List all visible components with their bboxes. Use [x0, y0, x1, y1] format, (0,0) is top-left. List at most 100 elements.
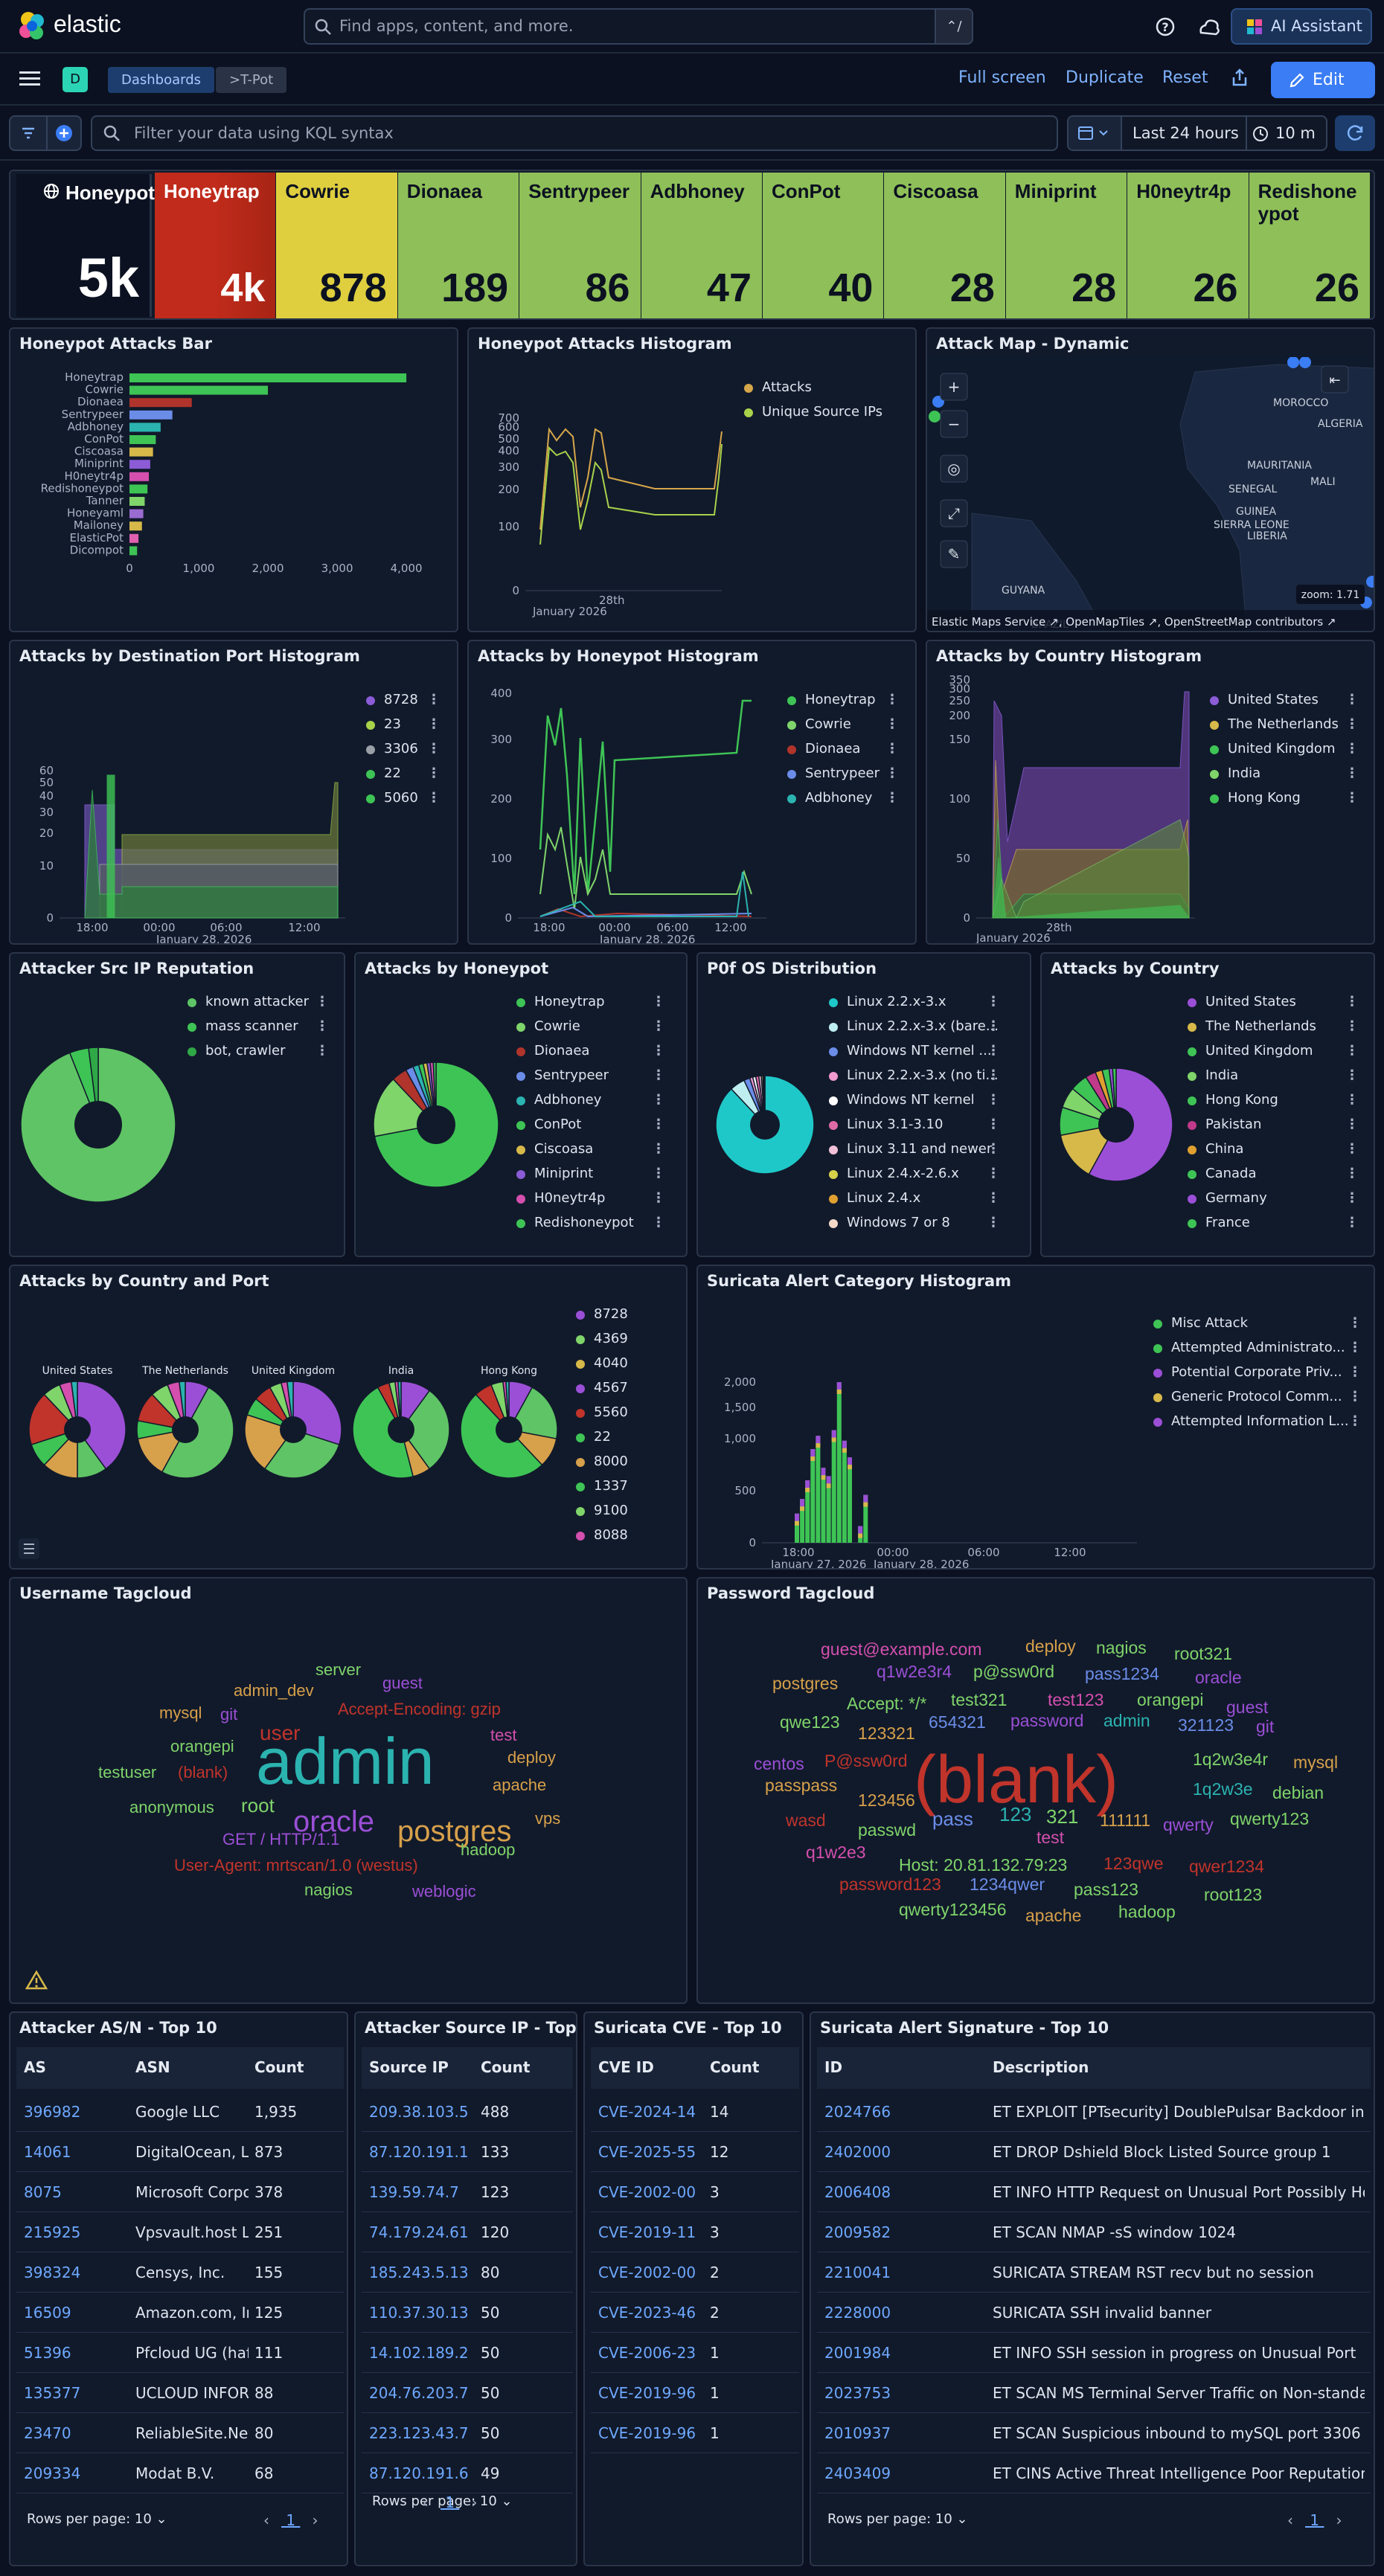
row-id-link[interactable]: 215925: [24, 2223, 81, 2241]
legend-menu-icon[interactable]: ⋮: [652, 1190, 665, 1206]
metric-tile[interactable]: Honeytrap 4k: [155, 173, 276, 318]
metric-tile[interactable]: ConPot 40: [763, 173, 884, 318]
date-quick-menu[interactable]: [1069, 117, 1122, 150]
page-number[interactable]: 1: [440, 2493, 460, 2511]
legend-menu-icon[interactable]: ⋮: [315, 1043, 329, 1059]
legend-menu-icon[interactable]: ⋮: [1348, 1315, 1362, 1331]
legend-menu-icon[interactable]: ⋮: [652, 994, 665, 1009]
row-id-link[interactable]: 2228000: [824, 2304, 891, 2322]
row-id-link[interactable]: 51396: [24, 2344, 71, 2362]
breadcrumb-dashboards[interactable]: Dashboards: [108, 67, 215, 93]
legend-menu-icon[interactable]: ⋮: [652, 1141, 665, 1157]
ai-assistant-button[interactable]: AI Assistant: [1231, 8, 1372, 45]
next-page-icon[interactable]: ›: [471, 2493, 478, 2511]
legend-menu-icon[interactable]: ⋮: [987, 1117, 1000, 1132]
legend-menu-icon[interactable]: ⋮: [652, 1043, 665, 1059]
row-id-link[interactable]: 223.123.43.7: [369, 2424, 469, 2442]
legend-menu-icon[interactable]: ⋮: [1345, 716, 1359, 732]
legend-menu-icon[interactable]: ⋮: [987, 1092, 1000, 1108]
edit-button[interactable]: Edit: [1271, 62, 1375, 98]
metric-tile[interactable]: Cowrie 878: [276, 173, 397, 318]
row-id-link[interactable]: CVE-2006-23: [598, 2344, 696, 2362]
legend-menu-icon[interactable]: ⋮: [1345, 1166, 1359, 1181]
fullscreen-icon[interactable]: ⤢: [940, 499, 968, 527]
reset-button[interactable]: Reset: [1162, 68, 1208, 87]
rows-per-page[interactable]: Rows per page: 10 ⌄: [372, 2493, 513, 2509]
row-id-link[interactable]: 2009582: [824, 2223, 891, 2241]
legend-menu-icon[interactable]: ⋮: [1345, 741, 1359, 757]
p0f-donut[interactable]: [698, 983, 832, 1257]
legend-menu-icon[interactable]: ⋮: [315, 1018, 329, 1034]
legend-menu-icon[interactable]: ⋮: [427, 790, 440, 806]
row-id-link[interactable]: 87.120.191.1: [369, 2143, 469, 2161]
kql-search-input[interactable]: Filter your data using KQL syntax: [91, 115, 1058, 151]
row-id-link[interactable]: 139.59.74.7: [369, 2183, 459, 2201]
row-id-link[interactable]: CVE-2024-14: [598, 2103, 696, 2121]
row-id-link[interactable]: 209334: [24, 2464, 81, 2482]
row-id-link[interactable]: CVE-2002-00: [598, 2183, 696, 2201]
row-id-link[interactable]: 23470: [24, 2424, 71, 2442]
legend-menu-icon[interactable]: ⋮: [427, 741, 440, 757]
legend-menu-icon[interactable]: ⋮: [652, 1166, 665, 1181]
legend-menu-icon[interactable]: ⋮: [1345, 1067, 1359, 1083]
draw-icon[interactable]: ✎: [940, 540, 968, 568]
metric-tile[interactable]: Ciscoasa 28: [884, 173, 1005, 318]
metric-tile[interactable]: Miniprint 28: [1005, 173, 1127, 318]
row-id-link[interactable]: 14.102.189.2: [369, 2344, 469, 2362]
metric-tile[interactable]: H0neytr4p 26: [1127, 173, 1249, 318]
legend-menu-icon[interactable]: ⋮: [1345, 1190, 1359, 1206]
row-id-link[interactable]: 2403409: [824, 2464, 891, 2482]
warning-icon[interactable]: [25, 1970, 48, 1991]
next-page-icon[interactable]: ›: [1336, 2511, 1342, 2529]
legend-menu-icon[interactable]: ⋮: [885, 692, 899, 707]
legend-menu-icon[interactable]: ⋮: [427, 765, 440, 781]
time-range[interactable]: Last 24 hours: [1132, 124, 1239, 142]
full-screen-button[interactable]: Full screen: [958, 68, 1046, 87]
row-id-link[interactable]: 185.243.5.13: [369, 2264, 469, 2281]
legend-menu-icon[interactable]: ⋮: [987, 1166, 1000, 1181]
honeypot-donut[interactable]: [356, 983, 519, 1257]
legend-menu-icon[interactable]: ⋮: [1345, 765, 1359, 781]
refresh-interval[interactable]: 10 m: [1275, 124, 1316, 142]
legend-menu-icon[interactable]: ⋮: [427, 692, 440, 707]
row-id-link[interactable]: 2006408: [824, 2183, 891, 2201]
row-id-link[interactable]: 16509: [24, 2304, 71, 2322]
row-id-link[interactable]: 2402000: [824, 2143, 891, 2161]
legend-menu-icon[interactable]: ⋮: [987, 1190, 1000, 1206]
row-id-link[interactable]: 2023753: [824, 2384, 891, 2402]
legend-menu-icon[interactable]: ⋮: [652, 1067, 665, 1083]
password-tagcloud[interactable]: (blank) guest@example.com deploy nagios root…: [698, 1578, 1374, 2002]
legend-menu-icon[interactable]: ⋮: [1348, 1413, 1362, 1429]
rows-per-page[interactable]: Rows per page: 10 ⌄: [827, 2511, 968, 2527]
attack-map[interactable]: MOROCCO ALGERIA MAURITANIA MALI SENEGAL GUINE…: [927, 357, 1375, 632]
help-icon[interactable]: ?: [1155, 16, 1176, 37]
legend-menu-icon[interactable]: ⋮: [1345, 692, 1359, 707]
legend-menu-icon[interactable]: ⋮: [987, 1018, 1000, 1034]
legend-menu-icon[interactable]: ⋮: [1345, 1043, 1359, 1059]
legend-menu-icon[interactable]: ⋮: [652, 1117, 665, 1132]
locate-icon[interactable]: ◎: [940, 455, 968, 483]
prev-page-icon[interactable]: ‹: [423, 2493, 429, 2511]
row-id-link[interactable]: 204.76.203.7: [369, 2384, 469, 2402]
legend-menu-icon[interactable]: ⋮: [652, 1215, 665, 1230]
row-id-link[interactable]: 110.37.30.13: [369, 2304, 469, 2322]
legend-menu-icon[interactable]: ⋮: [652, 1092, 665, 1108]
legend-menu-icon[interactable]: ⋮: [1345, 1141, 1359, 1157]
row-id-link[interactable]: CVE-2023-46: [598, 2304, 696, 2322]
legend-menu-icon[interactable]: ⋮: [987, 994, 1000, 1009]
legend-menu-icon[interactable]: ⋮: [1348, 1389, 1362, 1404]
row-id-link[interactable]: 135377: [24, 2384, 81, 2402]
row-id-link[interactable]: CVE-2019-96: [598, 2384, 696, 2402]
legend-menu-icon[interactable]: ⋮: [1348, 1340, 1362, 1355]
metric-tile[interactable]: Dionaea 189: [397, 173, 519, 318]
legend-menu-icon[interactable]: ⋮: [885, 741, 899, 757]
page-number[interactable]: 1: [281, 2511, 301, 2529]
next-page-icon[interactable]: ›: [312, 2511, 318, 2529]
prev-page-icon[interactable]: ‹: [1287, 2511, 1293, 2529]
legend-menu-icon[interactable]: ⋮: [1345, 1117, 1359, 1132]
legend-menu-icon[interactable]: ⋮: [987, 1215, 1000, 1230]
app-badge[interactable]: D: [63, 67, 88, 92]
legend-menu-icon[interactable]: ⋮: [1345, 994, 1359, 1009]
honeypot-histogram-chart[interactable]: 0 100 200 300 400 18:00 00:00 06:00 12:00 January…: [469, 671, 781, 945]
